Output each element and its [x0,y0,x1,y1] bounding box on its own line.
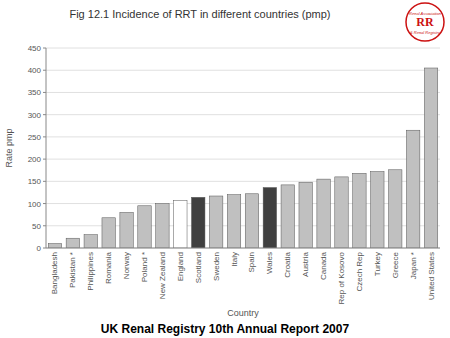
x-tick-label: Philippines [86,252,95,291]
y-tick-label: 200 [28,155,42,164]
bar [335,177,348,248]
footer: UK Renal Registry 10th Annual Report 200… [101,322,350,336]
bar [299,182,312,248]
bar [389,170,402,248]
bar [245,194,258,248]
y-tick-label: 150 [28,177,42,186]
x-tick-label: Spain [247,252,256,272]
bar [66,238,79,248]
x-tick-label: Japan * [409,252,418,279]
grid [46,48,440,248]
x-tick-label: Pakistan * [68,252,77,288]
x-tick-label: England [176,252,185,281]
x-axis [46,248,440,249]
x-tick-label: Bangladesh [50,252,59,294]
bar [209,196,222,248]
x-axis-label: Country [227,308,259,318]
logo: Renal AssociationRR& Renal Registry [406,3,444,41]
bar [48,244,61,248]
bar [174,200,187,248]
x-tick-label: Austria [301,251,310,276]
bar [424,68,437,248]
bar [192,197,205,248]
y-tick-label: 50 [32,222,41,231]
y-tick-label: 100 [28,200,42,209]
bar [227,195,240,248]
y-tick-label: 250 [28,133,42,142]
grid-line [46,70,440,71]
grid-line [46,114,440,115]
y-tick-label: 300 [28,111,42,120]
x-tick-label: Scotland [194,252,203,283]
x-tick-label: Norway [122,252,131,279]
y-axis [46,48,47,248]
x-tick-label: Wales [265,252,274,274]
x-tick-label: Italy [230,252,239,267]
bars [48,68,438,248]
bar [317,179,330,248]
bar [156,204,169,248]
y-tick-label: 400 [28,66,42,75]
title: Fig 12.1 Incidence of RRT in different c… [69,8,330,20]
x-tick-label: Greece [391,251,400,278]
logo-text: RR [416,15,434,29]
logo-circle [406,3,444,41]
x-tick-label: Rep of Kosovo [337,251,346,304]
x-tick-label: United States [427,252,436,300]
bar [138,206,151,248]
bar [120,212,133,248]
y-axis-label: Rate pmp [4,128,14,167]
logo-text: & Renal Registry [410,30,441,35]
bar [84,235,97,248]
y-tick-label: 0 [37,244,42,253]
grid-line [46,159,440,160]
x-tick-label: Sweden [212,252,221,281]
bar [102,218,115,248]
grid-line [46,92,440,93]
chart: Fig 12.1 Incidence of RRT in different c… [0,0,450,338]
x-tick-label: Croatia [283,251,292,277]
x-tick-label: Canada [319,251,328,280]
grid-line [46,248,440,249]
bar [281,185,294,248]
bar [353,173,366,248]
bar [371,172,384,248]
x-tick-label: New Zealand [158,252,167,299]
x-tick-label: Poland * [140,252,149,282]
bar [406,130,419,248]
grid-line [46,48,440,49]
x-tick-label: Romania [104,251,113,284]
y-tick-label: 450 [28,44,42,53]
bar [263,188,276,248]
x-tick-label: Czech Rep [355,251,364,291]
x-tick-label: Turkey [373,252,382,276]
grid-line [46,136,440,137]
y-tick-label: 350 [28,88,42,97]
